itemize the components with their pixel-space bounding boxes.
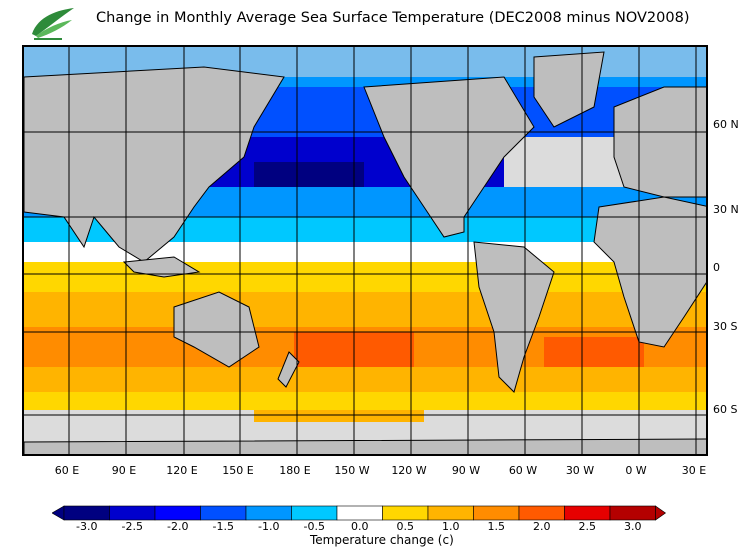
land-masses bbox=[24, 51, 706, 454]
colorbar-segment bbox=[473, 505, 520, 521]
colorbar-segment bbox=[609, 505, 656, 521]
colorbar-tick-label: 1.5 bbox=[487, 520, 506, 533]
leaf-logo-icon bbox=[32, 8, 74, 40]
colorbar-tick-label: 0.0 bbox=[351, 520, 369, 533]
lat-label-30s: 30 S bbox=[713, 320, 738, 333]
lon-label-60w: 60 W bbox=[508, 464, 538, 477]
colorbar-label: Temperature change (c) bbox=[310, 533, 454, 547]
page-title: Change in Monthly Average Sea Surface Te… bbox=[96, 10, 690, 26]
lon-label-150w: 150 W bbox=[334, 464, 370, 477]
graticule bbox=[24, 47, 706, 454]
lat-label-60n: 60 N bbox=[713, 118, 739, 131]
lat-label-0: 0 bbox=[713, 261, 720, 274]
colorbar-segment bbox=[200, 505, 247, 521]
lon-label-180e: 180 E bbox=[279, 464, 311, 477]
lon-label-30w: 30 W bbox=[565, 464, 595, 477]
colorbar-tick-label: 0.5 bbox=[396, 520, 415, 533]
colorbar-segment bbox=[427, 505, 474, 521]
colorbar-arrow-left bbox=[52, 505, 65, 521]
colorbar-tick-label: -1.0 bbox=[258, 520, 280, 533]
lat-label-60s: 60 S bbox=[713, 403, 738, 416]
colorbar-segment bbox=[63, 505, 110, 521]
colorbar-segment bbox=[291, 505, 338, 521]
lon-label-90e: 90 E bbox=[111, 464, 137, 477]
colorbar-tick-label: -1.5 bbox=[212, 520, 234, 533]
colorbar-tick-label: 2.5 bbox=[578, 520, 597, 533]
colorbar-segment bbox=[245, 505, 292, 521]
lon-label-60e: 60 E bbox=[54, 464, 80, 477]
colorbar bbox=[52, 505, 667, 521]
colorbar-segment bbox=[336, 505, 383, 521]
colorbar-segment bbox=[154, 505, 201, 521]
colorbar-tick-label: -0.5 bbox=[303, 520, 325, 533]
lon-label-120e: 120 E bbox=[166, 464, 198, 477]
lon-label-30e: 30 E bbox=[681, 464, 707, 477]
lat-label-30n: 30 N bbox=[713, 203, 739, 216]
lon-label-0w: 0 W bbox=[625, 464, 647, 477]
colorbar-segment bbox=[564, 505, 611, 521]
sst-map bbox=[22, 45, 708, 456]
colorbar-tick-label: -2.0 bbox=[167, 520, 189, 533]
colorbar-segment bbox=[382, 505, 429, 521]
colorbar-tick-label: 1.0 bbox=[442, 520, 460, 533]
colorbar-segment bbox=[109, 505, 156, 521]
lon-label-90w: 90 W bbox=[451, 464, 481, 477]
lon-label-120w: 120 W bbox=[391, 464, 427, 477]
colorbar-tick-label: -2.5 bbox=[121, 520, 143, 533]
colorbar-tick-label: -3.0 bbox=[76, 520, 98, 533]
colorbar-tick-label: 2.0 bbox=[533, 520, 551, 533]
colorbar-tick-label: 3.0 bbox=[624, 520, 642, 533]
lon-label-150e: 150 E bbox=[222, 464, 254, 477]
colorbar-segment bbox=[518, 505, 565, 521]
colorbar-arrow-right bbox=[655, 505, 667, 521]
